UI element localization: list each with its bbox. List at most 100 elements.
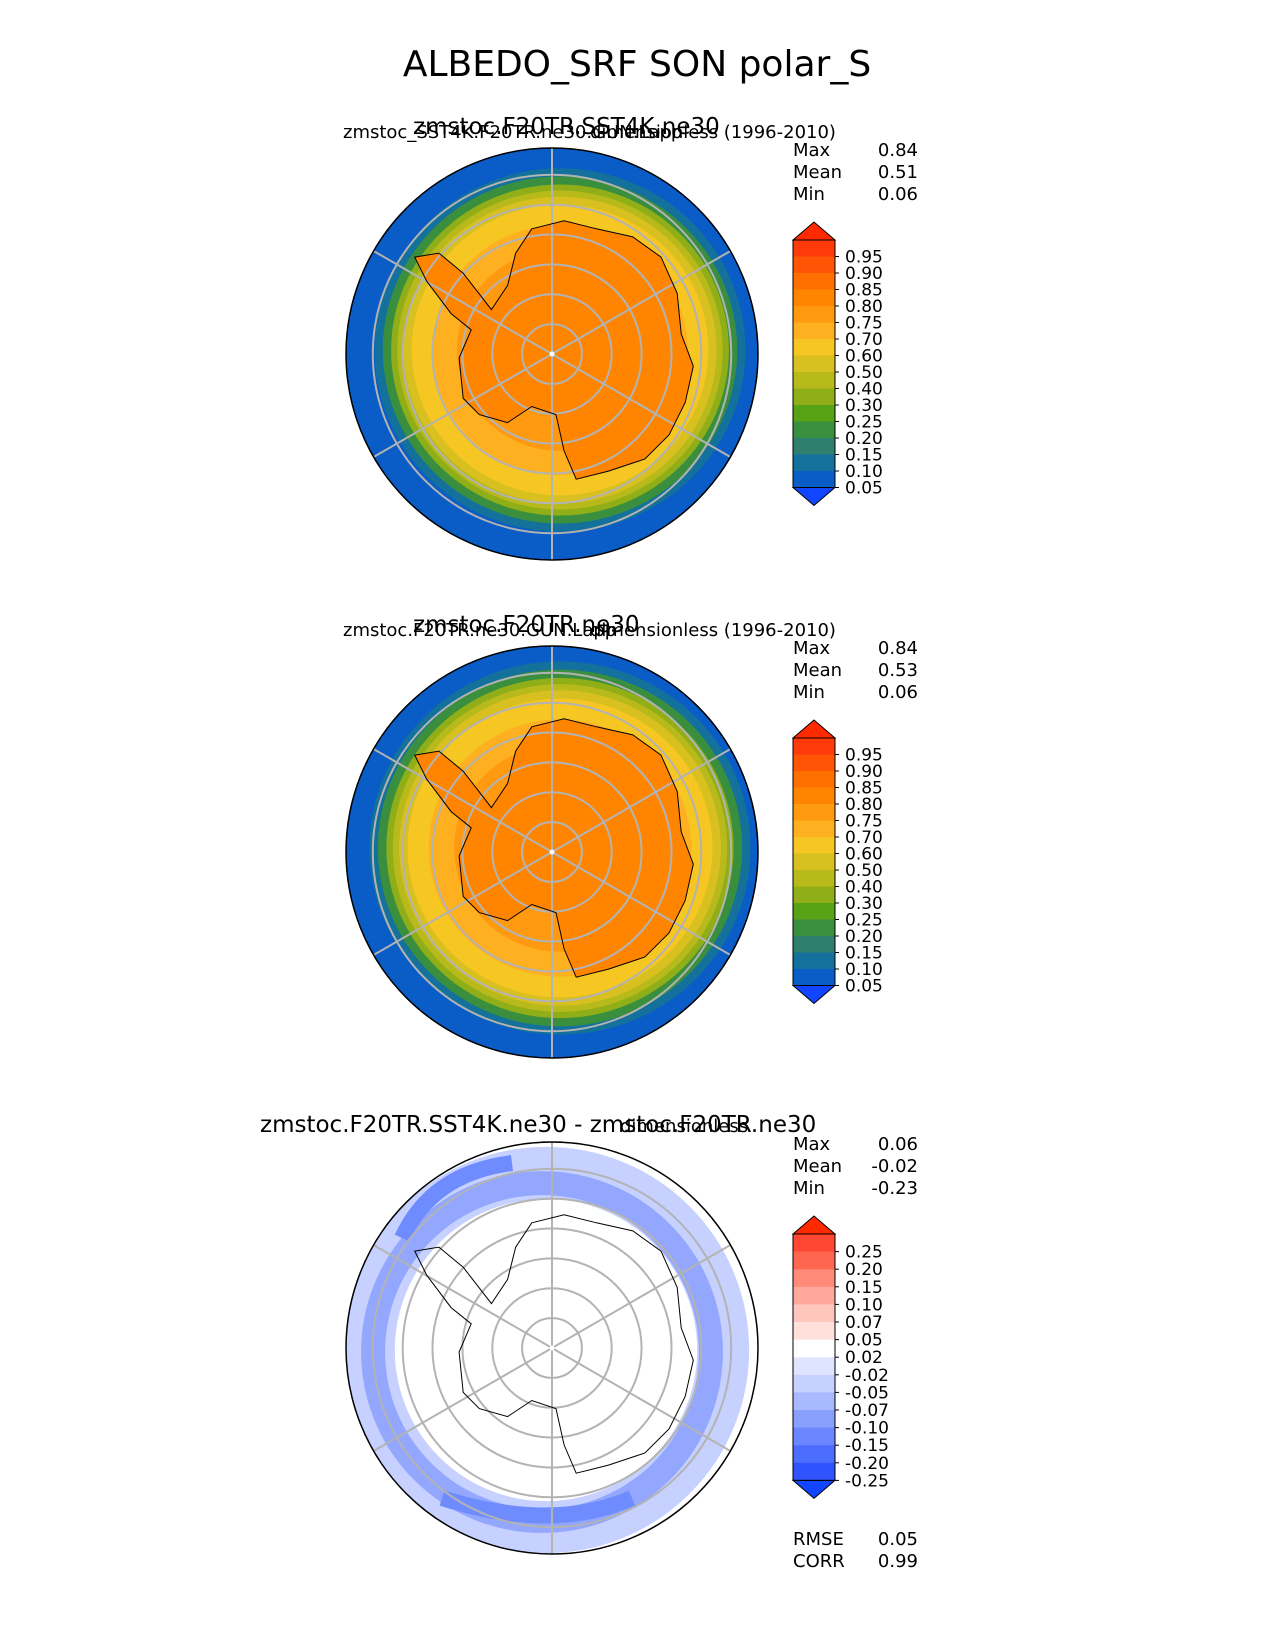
colorbar-tick-label: -0.15 bbox=[845, 1436, 889, 1456]
stat-value: 0.84 bbox=[878, 638, 918, 659]
colorbar-tick-label: -0.02 bbox=[845, 1366, 889, 1386]
meridian bbox=[551, 353, 731, 458]
panels: zmstoc_SST4K.F20TR.ne30.GUN.Lapp zmstoc.F… bbox=[260, 114, 918, 1572]
stat-label: Max bbox=[793, 140, 831, 161]
left-label: zmstoc_SST4K.F20TR.ne30.GUN.Lapp bbox=[343, 122, 682, 143]
colorbar-tick-label: -0.20 bbox=[845, 1454, 889, 1474]
stat-value: 0.84 bbox=[878, 140, 918, 161]
right-label: dimensionless (1996-2010) bbox=[590, 620, 836, 641]
colorbar-segment bbox=[793, 454, 835, 472]
colorbar-tick-label: 0.25 bbox=[845, 911, 883, 931]
colorbar-segment bbox=[793, 438, 835, 455]
map-field bbox=[346, 646, 758, 1058]
colorbar-tick-label: 0.25 bbox=[845, 413, 883, 433]
map-panel: zmstoc_SST4K.F20TR.ne30.GUN.Lappzmstoc.F… bbox=[343, 114, 918, 561]
colorbar-tick-label: 0.85 bbox=[845, 281, 883, 301]
colorbar-segment bbox=[793, 820, 835, 838]
colorbar: 0.950.900.850.800.750.700.600.500.400.30… bbox=[791, 221, 883, 507]
colorbar-segment bbox=[793, 1427, 835, 1446]
meridian bbox=[373, 353, 553, 458]
colorbar-tick-label: 0.05 bbox=[845, 977, 883, 997]
pole-marker bbox=[549, 1345, 555, 1351]
coastline bbox=[413, 1214, 694, 1474]
meridian bbox=[551, 1347, 731, 1452]
colorbar-segment bbox=[793, 952, 835, 970]
colorbar-segment bbox=[793, 1445, 835, 1464]
graticule bbox=[371, 1142, 733, 1554]
pole-marker bbox=[549, 351, 555, 357]
colorbar-tick-label: 0.70 bbox=[845, 330, 883, 350]
map-frame bbox=[345, 645, 759, 1059]
colorbar-extend-bottom bbox=[791, 487, 837, 507]
colorbar-segment bbox=[793, 240, 835, 257]
stat-label: Min bbox=[793, 1178, 825, 1199]
colorbar-extend-top bbox=[791, 1215, 837, 1235]
colorbar-segment bbox=[793, 471, 835, 488]
colorbar-segment bbox=[793, 273, 835, 290]
colorbar-segment bbox=[793, 936, 835, 953]
colorbar-tick-label: 0.10 bbox=[845, 960, 883, 980]
colorbar-tick-label: 0.30 bbox=[845, 396, 883, 416]
colorbar-tick-label: 0.05 bbox=[845, 1331, 883, 1351]
panel-title: zmstoc.F20TR.SST4K.ne30 - zmstoc.F20TR.n… bbox=[260, 1112, 816, 1138]
stat-value: 0.06 bbox=[878, 682, 918, 703]
stat-label: Min bbox=[793, 184, 825, 205]
colorbar-segment bbox=[793, 355, 835, 373]
colorbar-segment bbox=[793, 787, 835, 805]
map-frame bbox=[345, 1141, 759, 1555]
colorbar-tick-label: 0.50 bbox=[845, 861, 883, 881]
stat-label: Max bbox=[793, 638, 831, 659]
diff-band-strong bbox=[394, 1155, 514, 1242]
colorbar-tick-label: 0.15 bbox=[845, 1278, 883, 1298]
colorbar-extend-top bbox=[791, 221, 837, 241]
colorbar-segment bbox=[793, 1286, 835, 1305]
colorbar-tick-label: 0.75 bbox=[845, 812, 883, 832]
colorbar-tick-label: 0.10 bbox=[845, 462, 883, 482]
meridian bbox=[373, 748, 553, 853]
colorbar-tick-label: 0.95 bbox=[845, 746, 883, 766]
map-frame bbox=[345, 147, 759, 561]
colorbar-segment bbox=[793, 1304, 835, 1323]
colorbar: 0.250.200.150.100.070.050.02-0.02-0.05-0… bbox=[791, 1215, 889, 1500]
colorbar-segment bbox=[793, 754, 835, 772]
graticule bbox=[371, 148, 733, 560]
colorbar-tick-label: 0.30 bbox=[845, 894, 883, 914]
colorbar-extend-bottom bbox=[791, 1479, 837, 1500]
coastline bbox=[413, 220, 694, 480]
colorbar-tick-label: 0.70 bbox=[845, 828, 883, 848]
stat-value: -0.23 bbox=[871, 1178, 918, 1199]
figure-title: ALBEDO_SRF SON polar_S bbox=[403, 44, 871, 85]
colorbar-tick-label: 0.07 bbox=[845, 1313, 883, 1333]
right-label: dimensionless (1996-2010) bbox=[590, 122, 836, 143]
colorbar-segment bbox=[793, 919, 835, 937]
stat-value: 0.51 bbox=[878, 162, 918, 183]
colorbar-tick-label: -0.10 bbox=[845, 1419, 889, 1439]
colorbar-segment bbox=[793, 738, 835, 755]
meridian bbox=[373, 851, 553, 956]
map-field bbox=[346, 148, 758, 560]
colorbar-segment bbox=[793, 1462, 835, 1481]
colorbar-segment bbox=[793, 804, 835, 821]
colorbar-segment bbox=[793, 339, 835, 356]
stat-label: Mean bbox=[793, 660, 842, 681]
stat-label: Min bbox=[793, 682, 825, 703]
colorbar-segment bbox=[793, 837, 835, 854]
stat-label: Mean bbox=[793, 162, 842, 183]
right-label: dimensionless bbox=[620, 1116, 748, 1137]
colorbar-segment bbox=[793, 289, 835, 307]
stat-value: 0.05 bbox=[878, 1529, 918, 1550]
stat-value: 0.06 bbox=[878, 1134, 918, 1155]
colorbar-segment bbox=[793, 322, 835, 340]
colorbar-segment bbox=[793, 421, 835, 439]
colorbar-tick-label: -0.25 bbox=[845, 1471, 889, 1491]
stat-label: RMSE bbox=[793, 1529, 844, 1550]
colorbar-tick-label: 0.20 bbox=[845, 927, 883, 947]
colorbar: 0.950.900.850.800.750.700.600.500.400.30… bbox=[791, 719, 883, 1005]
colorbar-tick-label: 0.75 bbox=[845, 314, 883, 334]
colorbar-frame bbox=[792, 239, 836, 488]
meridian bbox=[373, 1244, 553, 1349]
meridian bbox=[551, 1244, 731, 1349]
colorbar-segment bbox=[793, 1322, 835, 1340]
colorbar-segment bbox=[793, 1234, 835, 1252]
ice-sheet-field bbox=[414, 220, 694, 480]
